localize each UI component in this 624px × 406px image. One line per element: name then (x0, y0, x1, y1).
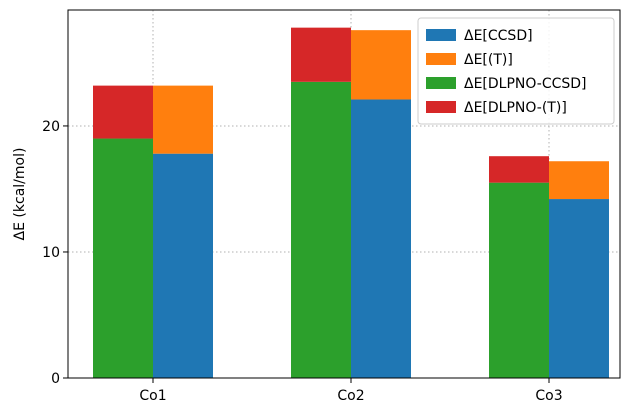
legend: ΔE[CCSD] ΔE[(T)] ΔE[DLPNO-CCSD] ΔE[DLPNO-(T… (417, 17, 615, 125)
bar-e-ccsd-co1 (153, 153, 213, 378)
axes-frame (67, 9, 621, 379)
bar-e-t-co1 (153, 85, 213, 154)
bar-e-dlpno-ccsd-co2 (291, 81, 351, 378)
bars-layer (93, 27, 609, 378)
legend-box (417, 17, 615, 125)
y-tick-label: 20 (42, 119, 60, 135)
legend-swatch (426, 53, 456, 65)
x-tick-label: Co2 (337, 388, 364, 404)
legend-swatch (426, 77, 456, 89)
bar-e-ccsd-co2 (351, 99, 411, 378)
legend-label: ΔE[(T)] (464, 52, 513, 68)
y-axis-label: ΔE (kcal/mol) (12, 148, 28, 241)
y-tick-label: 0 (51, 371, 60, 387)
bar-e-dlpno-t-co2 (291, 27, 351, 82)
bar-e-t-co2 (351, 30, 411, 100)
bar-e-dlpno-ccsd-co3 (489, 182, 549, 378)
bar-e-dlpno-t-co1 (93, 85, 153, 139)
legend-swatch (426, 29, 456, 41)
bar-e-t-co3 (549, 161, 609, 200)
bar-e-ccsd-co3 (549, 199, 609, 378)
bar-e-dlpno-ccsd-co1 (93, 138, 153, 378)
x-tick-label: Co3 (535, 388, 562, 404)
bar-e-dlpno-t-co3 (489, 156, 549, 183)
legend-swatch (426, 101, 456, 113)
x-tick-label: Co1 (139, 388, 166, 404)
legend-label: ΔE[DLPNO-CCSD] (464, 76, 587, 92)
y-tick-label: 10 (42, 245, 60, 261)
ticks-layer: Co1 Co2 Co3 0 10 20 (42, 119, 562, 404)
legend-label: ΔE[DLPNO-(T)] (464, 100, 567, 116)
legend-label: ΔE[CCSD] (464, 28, 533, 44)
